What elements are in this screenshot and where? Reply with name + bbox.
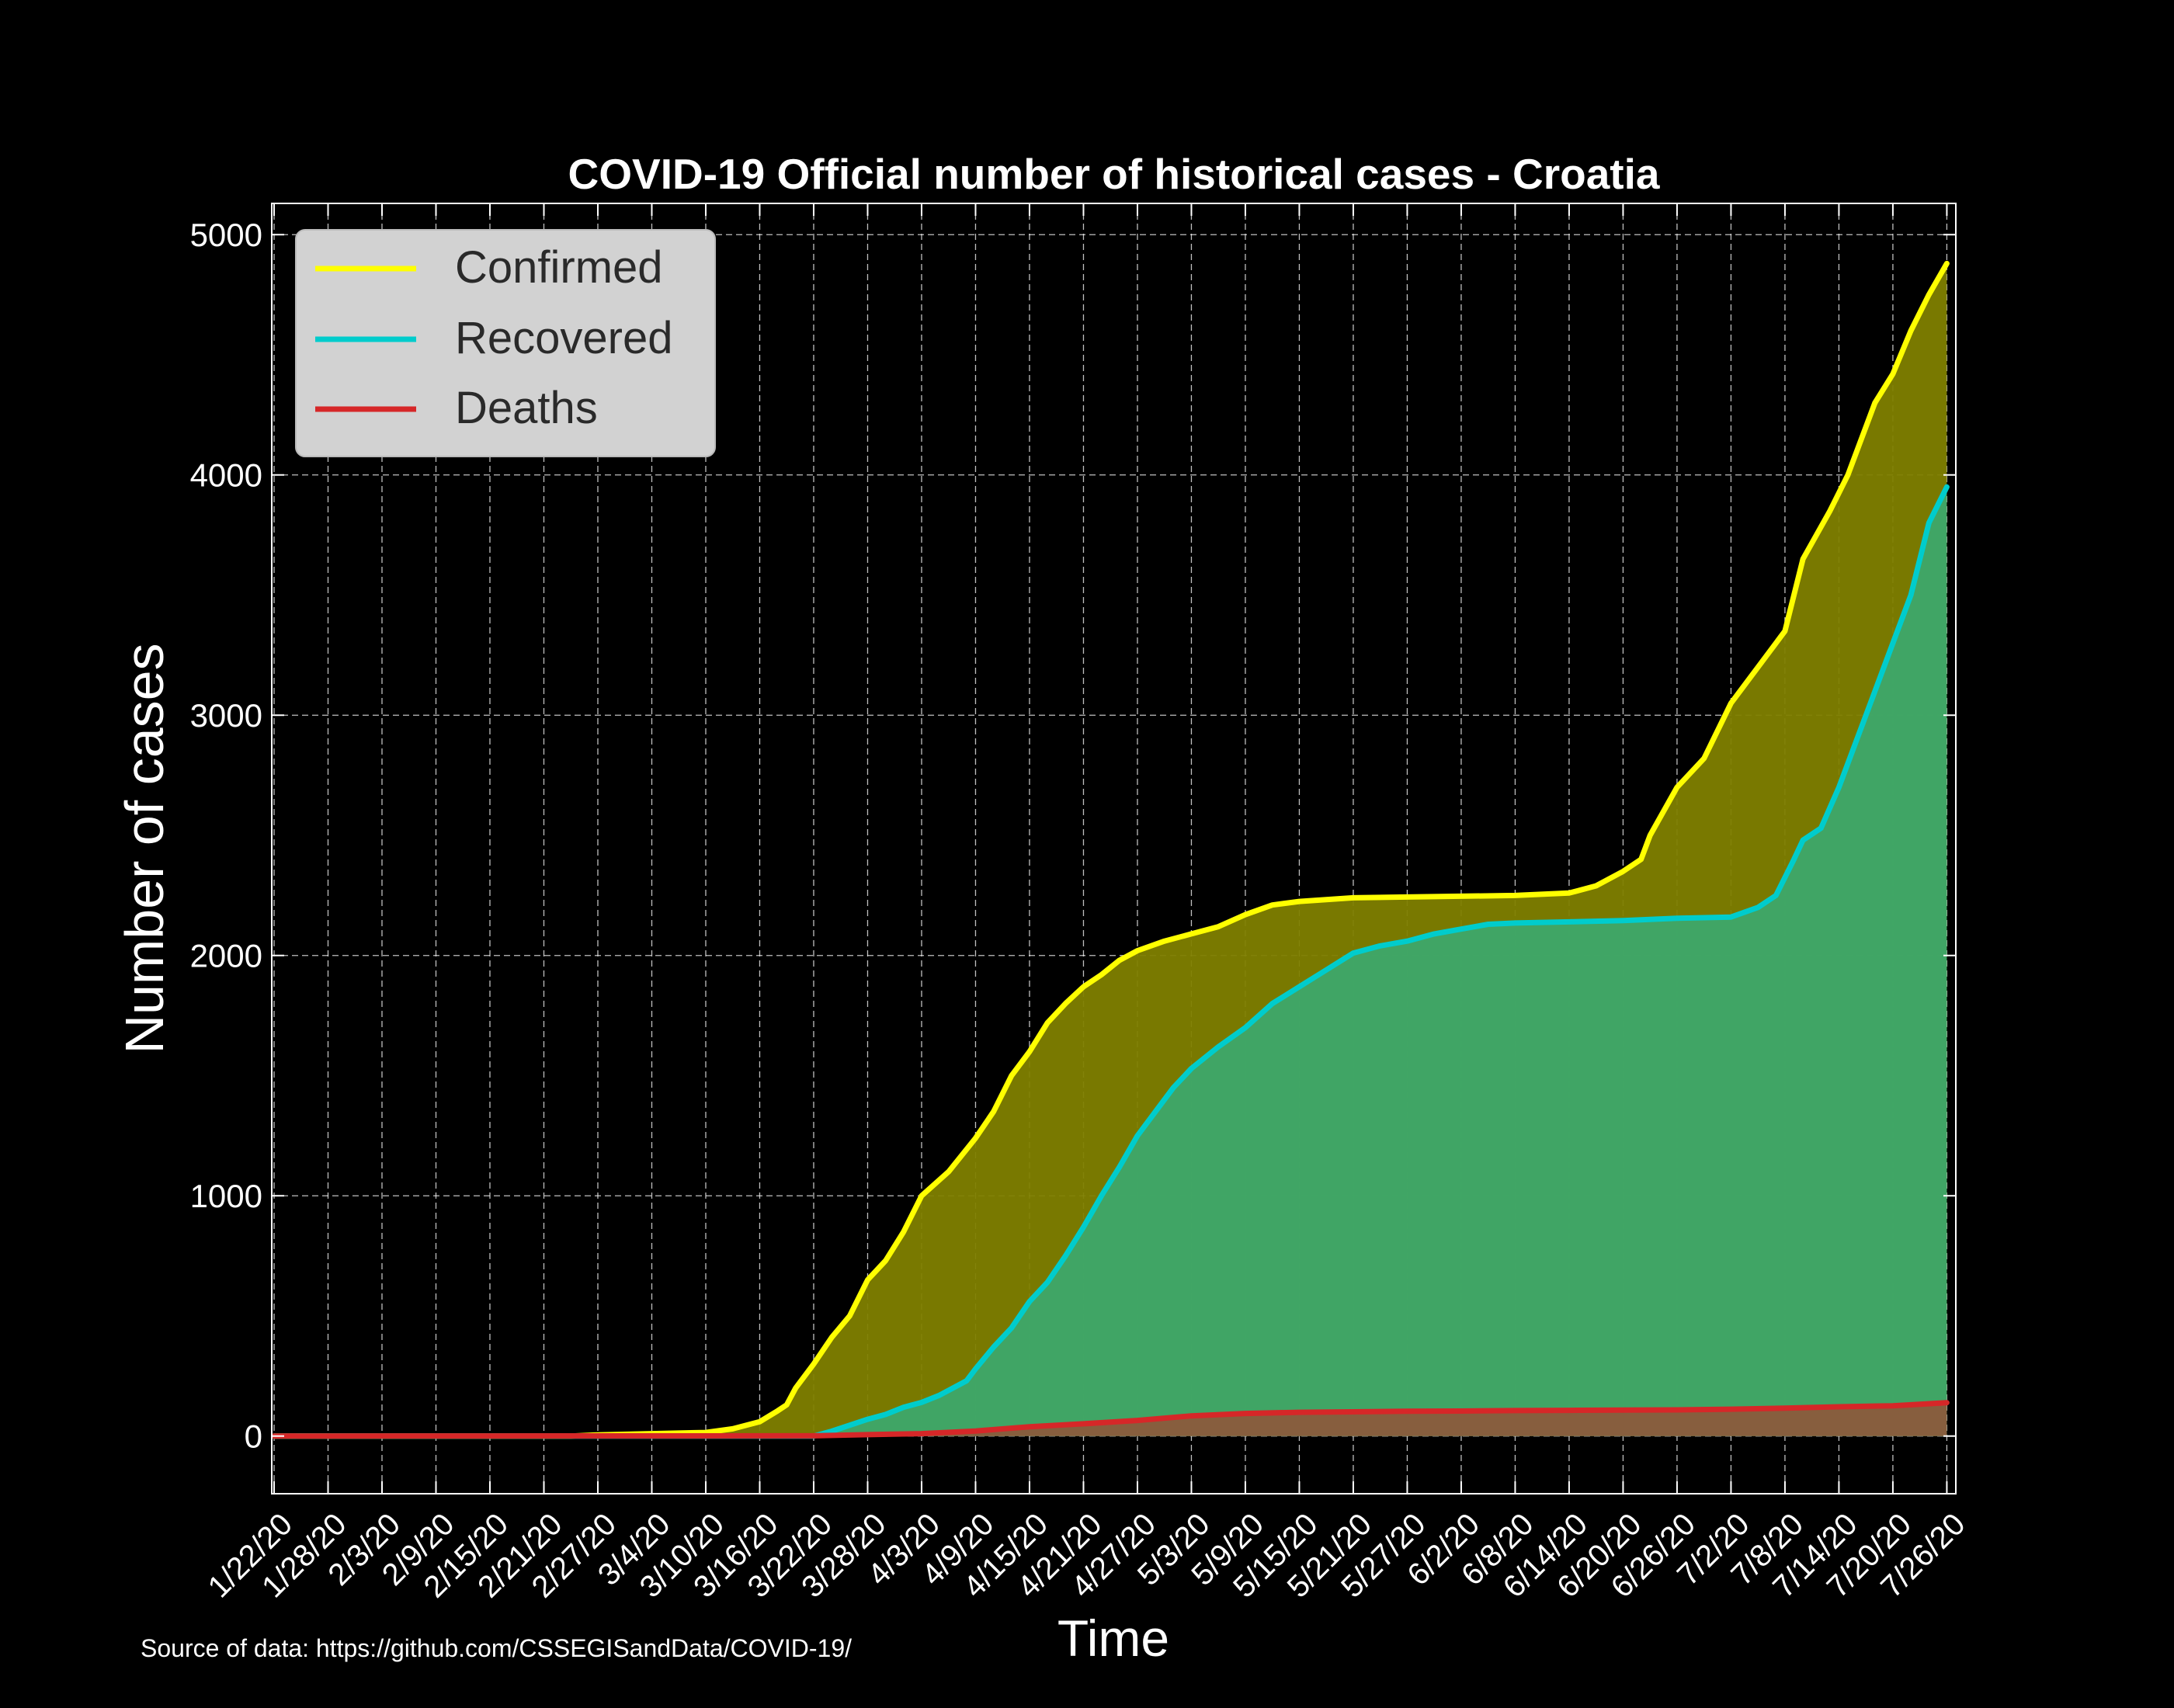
y-axis-label: Number of cases: [114, 643, 175, 1054]
legend-label-confirmed: Confirmed: [455, 242, 663, 293]
y-tick-label: 2000: [190, 938, 262, 974]
series-line-deaths: [271, 1400, 1950, 1439]
series-lines: [271, 260, 1950, 1439]
y-tick-label: 0: [245, 1418, 262, 1455]
legend: Confirmed Recovered Deaths: [295, 229, 716, 457]
y-tick-label: 5000: [190, 217, 262, 253]
y-tick-label: 4000: [190, 457, 262, 494]
legend-label-recovered: Recovered: [455, 313, 672, 363]
y-tick-label: 1000: [190, 1178, 262, 1214]
x-axis-label: Time: [1057, 1609, 1169, 1667]
series-line-confirmed: [271, 260, 1950, 1439]
y-tick-label: 3000: [190, 697, 262, 734]
series-line-recovered: [271, 484, 1950, 1439]
area-fill-recovered: [274, 487, 1947, 1436]
plot-area-frame: [271, 203, 1957, 1494]
legend-label-deaths: Deaths: [455, 383, 598, 433]
chart-title: COVID-19 Official number of historical c…: [568, 150, 1660, 198]
legend-box: [295, 229, 716, 457]
source-note: Source of data: https://github.com/CSSEG…: [141, 1634, 852, 1662]
